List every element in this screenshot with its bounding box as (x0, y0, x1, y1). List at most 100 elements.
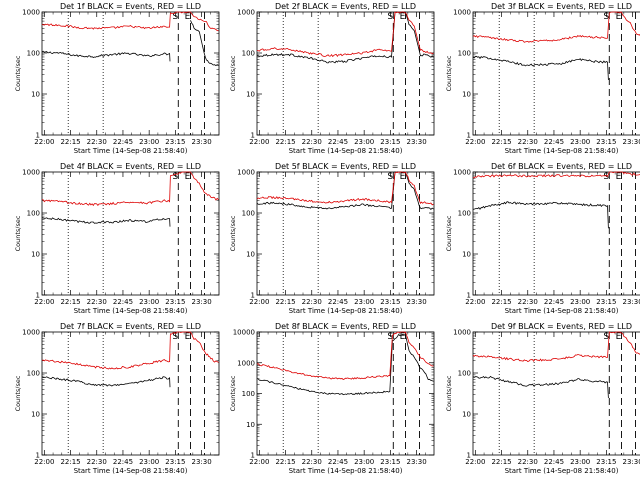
plot-frame (41, 331, 220, 456)
events-series-line (472, 375, 609, 399)
x-tick-label: 22:30 (302, 138, 322, 146)
end-marker: E (616, 12, 622, 22)
y-tick-label: 1 (467, 292, 471, 300)
y-axis-label: Counts/sec (445, 55, 453, 91)
x-tick-label: 23:30 (191, 138, 211, 146)
x-tick-label: 22:45 (544, 298, 564, 306)
panel-title: Det 6f BLACK = Events, RED = LLD (491, 162, 632, 171)
events-series-line (256, 333, 434, 396)
y-tick-label: 1 (251, 292, 255, 300)
x-tick-label: 22:00 (34, 298, 54, 306)
events-series-line (41, 50, 171, 62)
x-axis-label: Start Time (14-Sep-08 21:58:40) (289, 147, 403, 155)
y-tick-label: 1 (251, 132, 255, 140)
x-tick-label: 23:15 (165, 138, 185, 146)
panel-title: Det 1f BLACK = Events, RED = LLD (60, 2, 201, 11)
x-tick-label: 23:30 (406, 458, 426, 466)
x-tick-label: 22:15 (491, 458, 511, 466)
y-axis-label: Counts/sec (445, 215, 453, 251)
x-tick-label: 22:30 (87, 138, 107, 146)
panel-title: Det 8f BLACK = Events, RED = LLD (275, 322, 416, 331)
panel-title: Det 3f BLACK = Events, RED = LLD (491, 2, 632, 11)
start-marker: S (172, 172, 178, 182)
y-tick-label: 1000 (453, 329, 471, 337)
y-axis-label: Counts/sec (14, 55, 22, 91)
x-tick-label: 23:30 (406, 298, 426, 306)
x-axis-label: Start Time (14-Sep-08 21:58:40) (74, 307, 188, 315)
x-axis-label: Start Time (14-Sep-08 21:58:40) (74, 147, 188, 155)
y-tick-label: 100 (242, 390, 255, 398)
start-marker: S (387, 332, 393, 342)
y-tick-label: 1000 (237, 359, 255, 367)
x-tick-label: 22:45 (113, 458, 133, 466)
y-axis-label: Counts/sec (229, 55, 237, 91)
x-tick-label: 22:00 (34, 138, 54, 146)
y-tick-label: 1 (36, 132, 40, 140)
x-tick-label: 23:30 (191, 298, 211, 306)
x-tick-label: 22:00 (465, 138, 485, 146)
y-tick-label: 100 (458, 210, 471, 218)
x-tick-label: 22:00 (249, 458, 269, 466)
plot-frame (41, 171, 220, 296)
x-tick-label: 23:00 (139, 298, 159, 306)
y-tick-label: 1 (467, 452, 471, 460)
x-axis-label: Start Time (14-Sep-08 21:58:40) (74, 467, 188, 475)
start-marker: S (387, 12, 393, 22)
lld-series-line (42, 171, 219, 207)
x-axis-label: Start Time (14-Sep-08 21:58:40) (289, 307, 403, 315)
plot-frame (256, 11, 435, 136)
y-tick-label: 100 (27, 50, 40, 58)
x-tick-label: 23:00 (570, 458, 590, 466)
x-tick-label: 23:30 (622, 298, 640, 306)
panel-8: Det 8f BLACK = Events, RED = LLD 1 10 100 10… (229, 322, 435, 475)
lld-series-line (41, 331, 219, 370)
y-tick-label: 10 (462, 411, 471, 419)
events-series-line (41, 376, 171, 388)
x-tick-label: 22:15 (491, 138, 511, 146)
y-tick-label: 100 (458, 50, 471, 58)
x-tick-label: 22:15 (275, 458, 295, 466)
x-axis-label: Start Time (14-Sep-08 21:58:40) (505, 467, 619, 475)
events-series-line (41, 217, 171, 227)
end-marker: E (185, 12, 191, 22)
end-marker: E (185, 332, 191, 342)
start-marker: S (172, 12, 178, 22)
y-tick-label: 10 (462, 251, 471, 259)
y-tick-label: 1000 (22, 9, 40, 17)
x-tick-label: 22:15 (60, 458, 80, 466)
y-tick-label: 100 (27, 210, 40, 218)
x-tick-label: 22:30 (302, 458, 322, 466)
panel-4: Det 4f BLACK = Events, RED = LLD 1 10 100 10… (14, 162, 220, 315)
x-tick-label: 22:45 (544, 138, 564, 146)
panel-title: Det 5f BLACK = Events, RED = LLD (275, 162, 416, 171)
end-marker: E (400, 332, 406, 342)
y-tick-label: 10 (31, 91, 40, 99)
y-tick-label: 1000 (453, 169, 471, 177)
y-axis-label: Counts/sec (229, 215, 237, 251)
end-marker: E (616, 172, 622, 182)
x-tick-label: 23:00 (354, 138, 374, 146)
plot-frame (472, 331, 640, 456)
lld-series-line (472, 171, 640, 179)
x-tick-label: 22:45 (544, 458, 564, 466)
x-tick-label: 22:45 (328, 298, 348, 306)
panel-7: Det 7f BLACK = Events, RED = LLD 1 10 100 10… (14, 322, 220, 475)
end-marker: E (616, 332, 622, 342)
x-tick-label: 22:15 (60, 298, 80, 306)
x-tick-label: 23:00 (354, 458, 374, 466)
x-tick-label: 22:30 (302, 298, 322, 306)
plot-frame (256, 171, 435, 296)
y-tick-label: 100 (242, 50, 255, 58)
x-tick-label: 22:15 (491, 298, 511, 306)
plot-frame (472, 171, 640, 296)
y-tick-label: 100 (242, 210, 255, 218)
lld-series-line (41, 11, 219, 32)
y-tick-label: 1 (36, 452, 40, 460)
panel-title: Det 7f BLACK = Events, RED = LLD (60, 322, 201, 331)
x-tick-label: 22:45 (113, 138, 133, 146)
x-axis-label: Start Time (14-Sep-08 21:58:40) (505, 147, 619, 155)
x-tick-label: 23:00 (354, 298, 374, 306)
y-tick-label: 1 (36, 292, 40, 300)
